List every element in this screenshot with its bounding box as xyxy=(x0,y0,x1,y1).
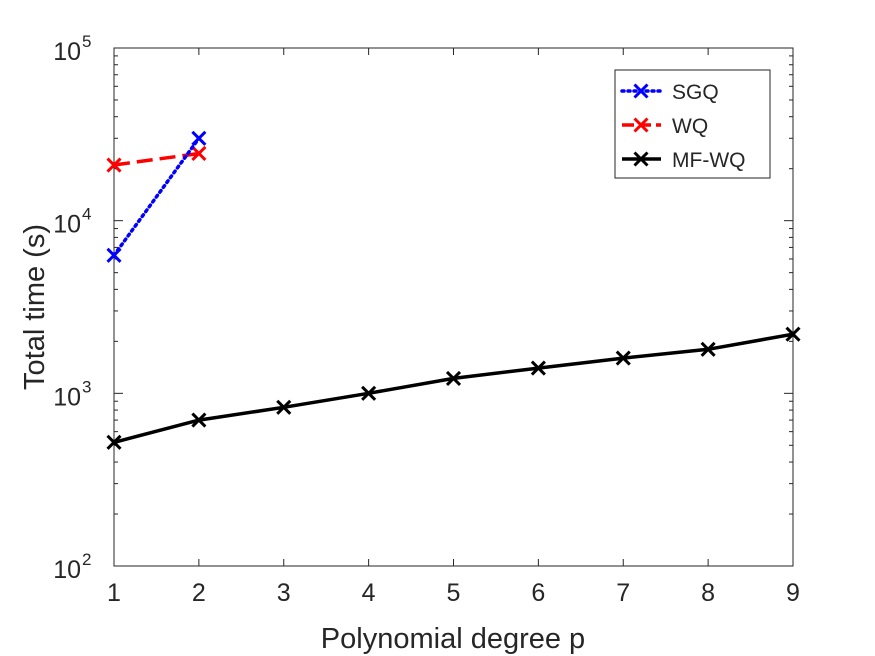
legend-item: SGQ xyxy=(620,81,719,104)
x-tick-label: 2 xyxy=(192,579,206,607)
x-tick-label: 8 xyxy=(701,579,715,607)
y-axis-label: Total time (s) xyxy=(19,224,51,390)
data-point xyxy=(615,350,631,366)
legend-item: WQ xyxy=(622,115,708,138)
series-mf-wq xyxy=(106,326,801,450)
marker-stroke xyxy=(445,370,462,386)
marker-stroke xyxy=(106,434,122,450)
y-tick-label-exponent: 2 xyxy=(82,550,91,569)
x-tick-label: 1 xyxy=(107,579,121,607)
series-line xyxy=(112,136,201,258)
series-group xyxy=(106,130,801,450)
x-tick-label: 5 xyxy=(447,579,461,607)
marker-stroke xyxy=(191,412,207,428)
y-tick-label: 10 3 xyxy=(53,377,91,411)
marker-stroke xyxy=(700,341,716,357)
y-tick-label: 10 2 xyxy=(53,550,91,584)
y-tick-label-base: 10 xyxy=(53,211,81,239)
legend-label: WQ xyxy=(672,115,708,138)
x-tick-label: 9 xyxy=(786,579,800,607)
data-point xyxy=(191,130,207,146)
data-point xyxy=(445,370,462,386)
data-point xyxy=(106,247,122,263)
x-axis-label: Polynomial degree p xyxy=(321,623,585,655)
x-tick-label: 4 xyxy=(362,579,376,607)
marker-stroke xyxy=(106,157,122,173)
data-point xyxy=(530,360,546,376)
marker-stroke xyxy=(615,350,631,366)
marker-stroke xyxy=(785,326,801,342)
y-tick-label: 10 4 xyxy=(53,205,91,239)
legend-item: MF-WQ xyxy=(622,149,745,172)
marker-stroke xyxy=(633,151,649,167)
legend-marker xyxy=(633,117,649,133)
legend-marker xyxy=(633,151,649,167)
data-point xyxy=(361,385,377,401)
y-tick-label-exponent: 5 xyxy=(82,32,91,51)
data-point xyxy=(785,326,801,342)
y-tick-label-base: 10 xyxy=(53,383,81,411)
data-point xyxy=(106,434,122,450)
marker-stroke xyxy=(106,247,122,263)
data-point xyxy=(276,399,292,415)
y-tick-label-base: 10 xyxy=(53,38,81,66)
legend-marker xyxy=(633,83,649,99)
marker-stroke xyxy=(191,130,207,146)
legend-label: SGQ xyxy=(672,81,719,104)
data-point xyxy=(191,412,207,428)
legend: SGQ WQ MF-WQ xyxy=(614,69,771,179)
marker-stroke xyxy=(530,360,546,376)
series-sgq xyxy=(106,130,207,263)
y-tick-label-base: 10 xyxy=(53,556,81,584)
marker-stroke xyxy=(191,145,207,162)
data-point xyxy=(106,157,122,173)
y-tick-label-exponent: 4 xyxy=(82,205,91,224)
marker-stroke xyxy=(276,399,292,415)
y-tick-label-exponent: 3 xyxy=(82,377,91,396)
marker-stroke xyxy=(633,117,649,133)
marker-stroke xyxy=(633,83,649,99)
legend-label: MF-WQ xyxy=(672,149,745,172)
x-tick-label: 6 xyxy=(531,579,545,607)
y-tick-label: 10 5 xyxy=(53,32,91,66)
x-tick-label: 3 xyxy=(277,579,291,607)
data-point xyxy=(700,341,716,357)
data-point xyxy=(191,145,207,162)
x-tick-label: 7 xyxy=(616,579,630,607)
marker-stroke xyxy=(361,385,377,401)
